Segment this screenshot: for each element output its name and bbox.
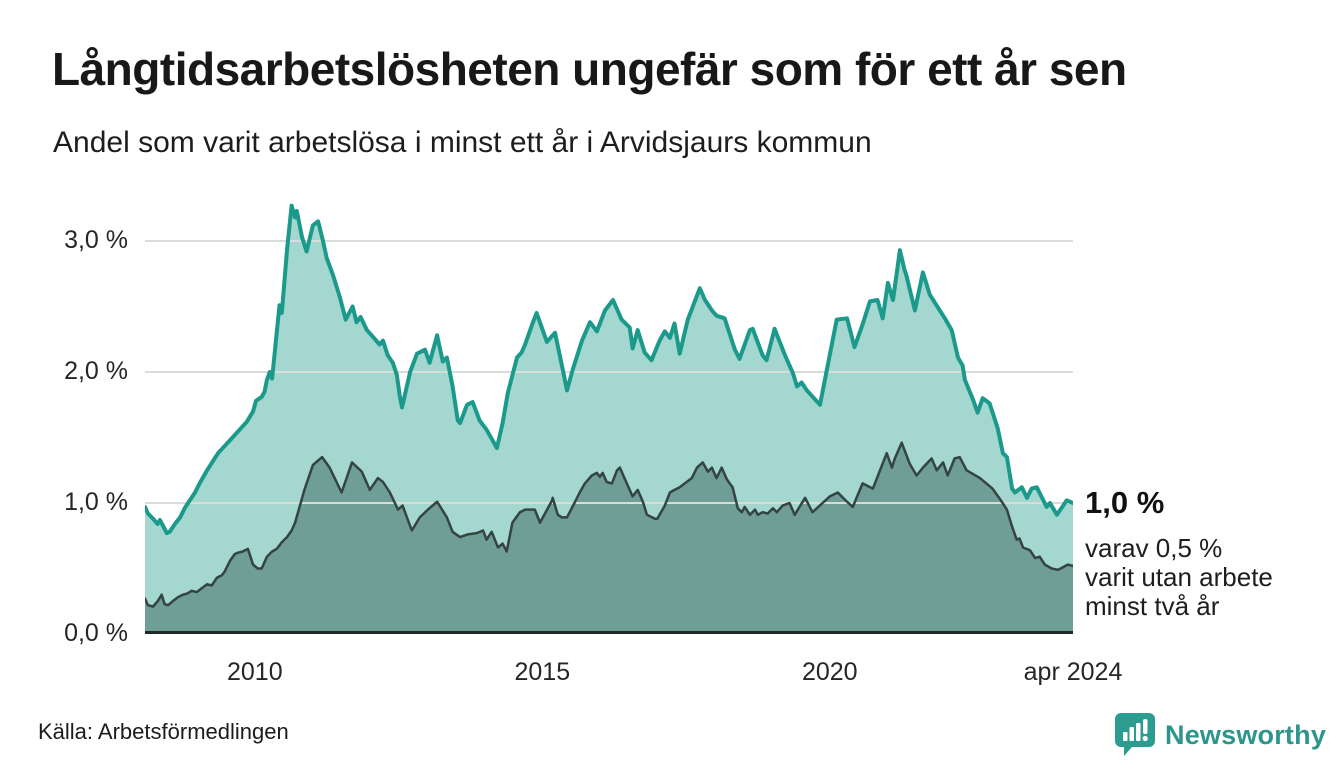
source-note: Källa: Arbetsförmedlingen [38, 719, 289, 744]
page-title: Långtidsarbetslösheten ungefär som för e… [52, 43, 1127, 95]
plot-svg [145, 203, 1073, 634]
end-value-subline: varit utan arbete [1085, 562, 1273, 592]
end-value-subline: varav 0,5 % [1085, 533, 1223, 563]
newsworthy-wordmark: Newsworthy [1165, 719, 1327, 750]
newsworthy-icon [1115, 713, 1155, 756]
y-tick-label: 3,0 % [64, 226, 128, 254]
series-line-0 [145, 203, 1073, 536]
x-tick-label: apr 2024 [1023, 658, 1123, 686]
page-subtitle: Andel som varit arbetslösa i minst ett å… [53, 126, 872, 159]
x-tick-label: 2020 [801, 658, 858, 686]
end-value-subline: minst två år [1085, 591, 1220, 621]
y-tick-label: 0,0 % [64, 619, 128, 647]
y-tick-label: 2,0 % [64, 357, 128, 385]
x-tick-label: 2010 [227, 658, 283, 686]
y-tick-label: 1,0 % [64, 488, 128, 516]
x-tick-label: 2015 [514, 658, 571, 686]
logo-bubble-shape [1115, 713, 1155, 756]
series-area-1 [145, 442, 1073, 634]
series-line-1 [145, 441, 1073, 608]
end-value-sublabel: varav 0,5 % varit utan arbete minst två år [1085, 534, 1273, 621]
end-value-label: 1,0 % [1085, 485, 1165, 520]
newsworthy-logo: Newsworthy [1114, 712, 1326, 758]
